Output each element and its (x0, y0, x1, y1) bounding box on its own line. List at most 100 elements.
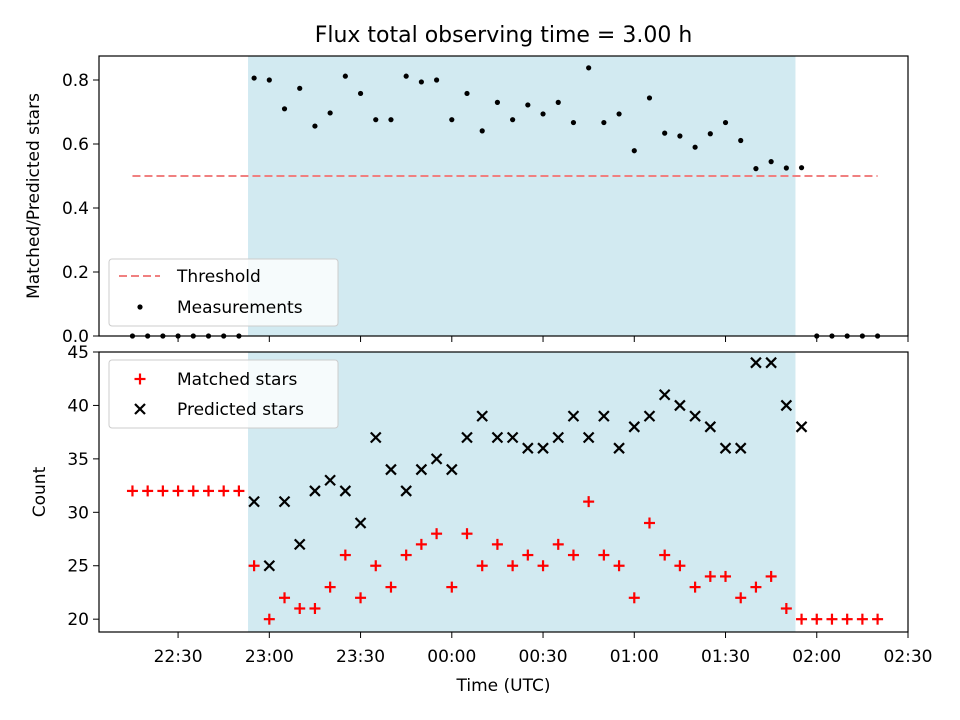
matched-star-point (811, 613, 823, 625)
top-y-tick-label: 0.4 (62, 199, 89, 219)
matched-star-point (613, 560, 625, 572)
bottom-y-tick-label: 35 (67, 450, 89, 470)
matched-star-point (552, 538, 564, 550)
predicted-star-point (552, 431, 565, 444)
predicted-star-point (567, 410, 580, 422)
measurement-point (646, 95, 653, 101)
measurement-point (783, 165, 789, 171)
matched-star-point (142, 485, 154, 497)
matched-star-point (872, 613, 884, 625)
bottom-y-tick-label: 40 (67, 396, 89, 416)
measurement-point (555, 99, 561, 105)
measurement-point (768, 159, 774, 165)
measurement-point (449, 117, 455, 123)
legend-matched-marker (134, 373, 146, 385)
matched-star-point (355, 592, 367, 604)
measurement-point (494, 99, 501, 105)
measurement-points (129, 65, 881, 339)
top-axes-frame (98, 55, 909, 337)
legend-predicted-swatch (134, 403, 146, 415)
bottom-axes-frame (98, 351, 909, 633)
matched-star-point (598, 549, 610, 561)
matched-star-point (218, 485, 230, 497)
predicted-star-point (400, 485, 412, 497)
measurement-point (464, 90, 470, 97)
predicted-star-point (598, 410, 610, 422)
x-tick-label: 00:00 (427, 647, 476, 667)
measurement-point (281, 106, 288, 112)
measurement-point (662, 130, 668, 136)
predicted-star-point (613, 442, 625, 454)
measurement-point (707, 131, 713, 137)
measurement-point (586, 65, 592, 71)
measurement-point (327, 110, 333, 116)
predicted-star-point (293, 538, 306, 551)
bottom-y-tick-label: 20 (67, 610, 89, 630)
bottom-shaded-region (248, 352, 796, 632)
legend-predicted-label: Predicted stars (177, 400, 304, 420)
bottom-legend-box (108, 359, 339, 429)
bottom-y-ticks: 20 25 30 35 40 45 (67, 343, 99, 630)
predicted-star-point (309, 485, 321, 497)
measurement-point (525, 102, 531, 108)
predicted-star-point (506, 431, 519, 444)
matched-star-point (750, 581, 762, 593)
x-tick-label: 02:00 (792, 647, 841, 667)
x-axis-label: Time (UTC) (456, 676, 551, 696)
measurement-point (266, 77, 272, 83)
measurement-point (312, 123, 318, 129)
matched-star-point (507, 560, 519, 572)
measurement-point (570, 119, 577, 126)
matched-star-point (567, 549, 579, 561)
matched-star-point (172, 485, 184, 497)
matched-star-point (233, 485, 245, 497)
top-y-tick-label: 0.8 (62, 71, 89, 91)
measurement-point (251, 75, 257, 81)
top-panel: 0.00.20.40.60.8 Matched/Predicted stars … (24, 55, 909, 347)
x-tick-label: 00:30 (519, 647, 568, 667)
matched-star-point (309, 602, 321, 614)
matched-star-point (780, 602, 792, 614)
matched-star-point (643, 517, 655, 529)
matched-star-point (446, 581, 458, 593)
bottom-panel: 20 25 30 35 40 45 22:30 23:00 23:30 00:00 00:30 01… (30, 343, 933, 696)
predicted-star-point (628, 421, 641, 433)
predicted-star-point (780, 399, 793, 412)
measurement-point (403, 73, 409, 79)
matched-star-point (202, 485, 214, 497)
predicted-star-point (704, 421, 717, 433)
top-shaded-band (248, 56, 796, 336)
predicted-star-point (369, 431, 382, 444)
predicted-star-point (491, 431, 504, 444)
matched-star-point (294, 602, 306, 614)
x-tick-label: 01:30 (701, 647, 750, 667)
predicted-star-point (415, 463, 428, 476)
predicted-stars-points (248, 356, 808, 572)
matched-star-point (431, 528, 443, 540)
predicted-star-point (765, 356, 777, 369)
measurement-point (540, 111, 546, 117)
legend-predicted-marker (134, 403, 146, 415)
predicted-star-point (354, 517, 367, 529)
predicted-star-point (446, 463, 458, 476)
matched-star-point (415, 538, 427, 550)
predicted-star-point (750, 356, 762, 369)
matched-star-point (720, 570, 732, 582)
predicted-star-point (278, 495, 291, 508)
predicted-star-point (658, 388, 671, 401)
predicted-star-point (734, 442, 747, 454)
matched-star-point (583, 496, 595, 508)
matched-star-point (476, 560, 488, 572)
bottom-y-tick-label: 30 (67, 503, 89, 523)
legend-threshold-label: Threshold (176, 267, 261, 287)
matched-star-point (187, 485, 199, 497)
matched-star-point (704, 570, 716, 582)
predicted-star-point (522, 442, 534, 454)
matched-star-point (796, 613, 808, 625)
predicted-star-point (430, 453, 443, 465)
top-y-tick-label: 0.6 (62, 135, 89, 155)
measurement-point (342, 73, 348, 79)
matched-star-point (659, 549, 671, 561)
top-y-tick-label: 0.0 (62, 327, 89, 347)
